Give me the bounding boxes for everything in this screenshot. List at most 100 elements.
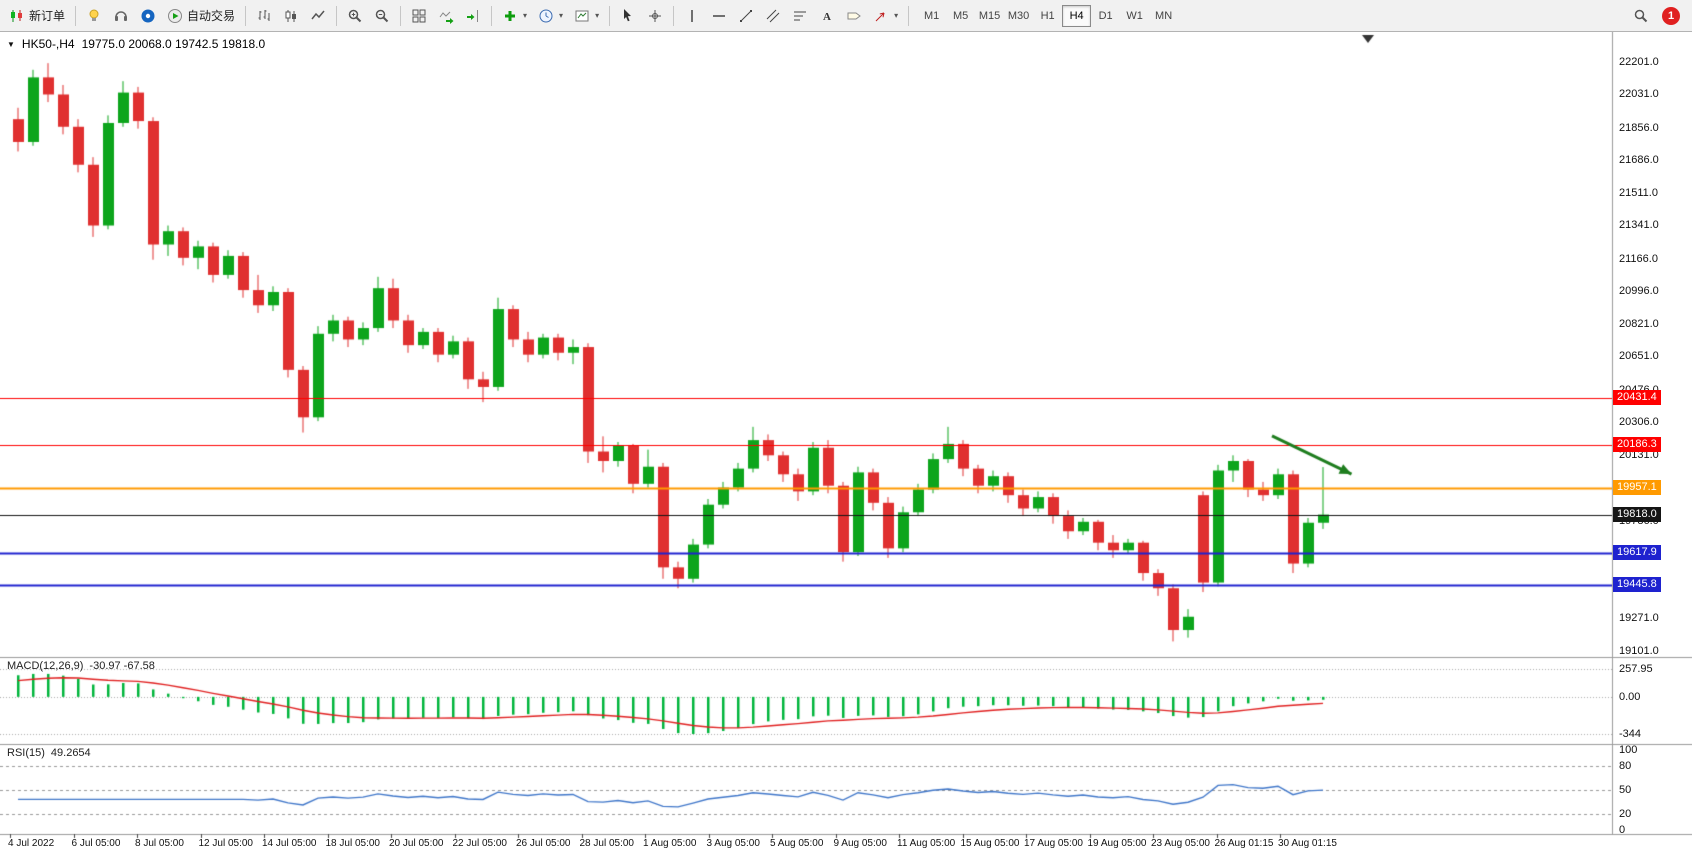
timeframe-m1-button[interactable]: M1	[917, 5, 946, 27]
template-chart-icon	[574, 8, 590, 24]
indicators-button[interactable]: ▾	[497, 3, 532, 29]
fibonacci-icon	[792, 8, 808, 24]
bulb-icon	[86, 8, 102, 24]
price-level-tag[interactable]: 20186.3	[1613, 436, 1661, 452]
autotrading-button[interactable]: 自动交易	[162, 3, 240, 29]
rsi-value: 49.2654	[50, 747, 91, 759]
price-scale-label: 20131.0	[1619, 449, 1659, 462]
price-scale-label: 22201.0	[1619, 56, 1659, 68]
time-axis-label: 8 Jul 05:00	[135, 838, 184, 849]
toolbar-separator	[491, 5, 493, 26]
horizontal-line-button[interactable]	[706, 3, 732, 29]
zoom-in-icon	[347, 8, 363, 24]
bar-chart-button[interactable]	[251, 3, 277, 29]
templates-button[interactable]: ▾	[569, 3, 604, 29]
rsi-header: RSI(15) 49.2654	[7, 747, 97, 759]
macd-header: MACD(12,26,9) -30.97 -67.58	[7, 660, 161, 672]
timeframe-h4-button[interactable]: H4	[1062, 4, 1092, 27]
periods-button[interactable]: ▾	[533, 3, 568, 29]
chevron-down-icon: ▾	[595, 11, 600, 20]
crosshair-button[interactable]	[642, 3, 668, 29]
chart-ohlc-values: 19775.0 20068.0 19742.5 19818.0	[81, 37, 266, 51]
auto-scroll-icon	[438, 8, 454, 24]
arrow-tool-icon	[873, 8, 889, 24]
crosshair-icon	[647, 8, 663, 24]
time-axis-label: 23 Aug 05:00	[1151, 838, 1210, 849]
text-button[interactable]: A	[814, 3, 840, 29]
rsi-scale-label: 20	[1619, 808, 1632, 820]
price-level-tag[interactable]: 19445.8	[1613, 577, 1661, 593]
trendline-button[interactable]	[733, 3, 759, 29]
time-axis-label: 14 Jul 05:00	[262, 838, 317, 849]
tile-windows-button[interactable]	[406, 3, 432, 29]
autotrading-button-label: 自动交易	[187, 9, 236, 23]
support-button[interactable]	[108, 3, 134, 29]
price-level-tag[interactable]: 19957.1	[1613, 480, 1661, 496]
timeframe-m5-button[interactable]: M5	[946, 5, 975, 27]
bars-icon	[256, 8, 272, 24]
channel-button[interactable]	[760, 3, 786, 29]
line-chart-button[interactable]	[305, 3, 331, 29]
timeframe-mn-button[interactable]: MN	[1149, 5, 1178, 27]
cursor-button[interactable]	[615, 3, 641, 29]
price-scale-label: 21856.0	[1619, 121, 1659, 134]
candle-chart-button[interactable]	[278, 3, 304, 29]
search-icon	[1633, 8, 1649, 24]
time-axis-label: 28 Jul 05:00	[579, 838, 635, 849]
toolbar: 新订单 自动交易 ▾ ▾ ▾ A ▾ M1 M5 M15 M30 H1 H4 D1 W1 MN 1	[0, 0, 1692, 32]
timeframe-d1-button[interactable]: D1	[1091, 5, 1120, 27]
time-axis-label: 11 Aug 05:00	[897, 838, 956, 849]
timeframe-h1-button[interactable]: H1	[1033, 5, 1062, 27]
time-axis-label: 22 Jul 05:00	[452, 838, 508, 849]
search-button[interactable]	[1628, 3, 1654, 29]
time-axis-label: 17 Aug 05:00	[1024, 838, 1083, 849]
time-axis-label: 15 Aug 05:00	[960, 838, 1020, 849]
line-chart-icon	[310, 8, 326, 24]
price-scale-label: 21341.0	[1619, 219, 1659, 232]
chevron-down-icon: ▾	[523, 11, 528, 20]
rsi-scale-label: 100	[1619, 744, 1638, 756]
price-scale-label: 21686.0	[1619, 153, 1659, 166]
price-level-tag[interactable]: 20431.4	[1613, 390, 1661, 406]
fibonacci-button[interactable]	[787, 3, 813, 29]
timeframe-m30-button[interactable]: M30	[1004, 5, 1033, 27]
zoom-out-button[interactable]	[369, 3, 395, 29]
trendline-icon	[738, 8, 754, 24]
price-scale-label: 20306.0	[1619, 415, 1659, 428]
chevron-down-icon: ▾	[894, 11, 899, 20]
time-axis-label: 1 Aug 05:00	[643, 838, 697, 849]
label-button[interactable]	[841, 3, 867, 29]
price-scale-label: 21511.0	[1619, 187, 1658, 200]
new-order-button[interactable]: 新订单	[4, 3, 70, 29]
timeframe-m15-button[interactable]: M15	[975, 5, 1004, 27]
time-axis-label: 12 Jul 05:00	[198, 838, 254, 849]
chart-collapse-icon[interactable]: ▼	[7, 39, 15, 49]
vertical-line-icon	[684, 8, 700, 24]
zoom-in-button[interactable]	[342, 3, 368, 29]
vertical-line-button[interactable]	[679, 3, 705, 29]
price-scale-label: 19101.0	[1619, 644, 1659, 657]
chart-shift-button[interactable]	[460, 3, 486, 29]
macd-scale-label: 0.00	[1619, 690, 1641, 703]
community-button[interactable]	[135, 3, 161, 29]
ideas-button[interactable]	[81, 3, 107, 29]
auto-scroll-button[interactable]	[433, 3, 459, 29]
toolbar-separator	[609, 5, 611, 26]
price-chart-canvas[interactable]	[0, 32, 1692, 853]
price-scale-label: 22031.0	[1619, 88, 1659, 101]
community-icon	[140, 8, 156, 24]
price-level-tag[interactable]: 19818.0	[1613, 506, 1661, 522]
timeframe-w1-button[interactable]: W1	[1120, 5, 1149, 27]
time-axis-label: 4 Jul 2022	[8, 838, 55, 849]
notification-badge[interactable]: 1	[1662, 6, 1680, 25]
timeframe-toolbar: M1 M5 M15 M30 H1 H4 D1 W1 MN	[917, 4, 1178, 27]
price-level-tag[interactable]: 19617.9	[1613, 544, 1661, 560]
macd-scale-label: 257.95	[1619, 663, 1653, 675]
price-scale-label: 20996.0	[1619, 284, 1659, 297]
time-axis-label: 20 Jul 05:00	[389, 838, 444, 849]
time-axis-label: 3 Aug 05:00	[706, 838, 760, 849]
svg-text:A: A	[823, 11, 831, 23]
clock-icon	[538, 8, 554, 24]
arrows-button[interactable]: ▾	[868, 3, 903, 29]
